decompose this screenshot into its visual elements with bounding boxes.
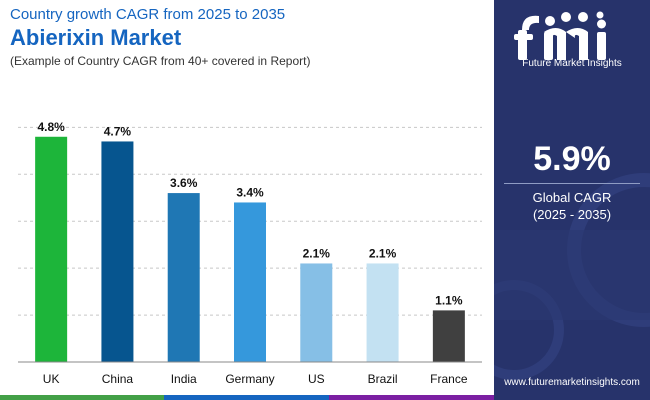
kpi-divider [504,183,640,184]
chart-header: Country growth CAGR from 2025 to 2035 Ab… [10,6,490,69]
chart-subtitle: Country growth CAGR from 2025 to 2035 [10,6,286,23]
bar-brazil [366,263,399,362]
data-label: 3.4% [236,185,264,199]
x-tick-label: India [171,372,197,386]
bar-us [300,263,333,362]
data-label: 2.1% [303,246,331,260]
global-cagr-label: Global CAGR [532,190,612,205]
x-tick-label: Germany [225,372,274,386]
fmi-logo [514,11,606,60]
strip-segment [164,395,329,400]
website-link[interactable]: www.futuremarketinsights.com [504,377,640,388]
bar-india [167,193,200,362]
data-label: 3.6% [170,176,198,190]
brand-name: Future Market Insights [522,58,622,69]
bar-chart: 4.8% UK 4.7% China 3.6% India 3.4% Germany 2.1% U… [18,120,482,386]
x-tick-label: France [430,372,468,386]
data-label: 2.1% [369,246,397,260]
bar-uk [35,136,68,362]
x-tick-label: Brazil [368,372,398,386]
global-cagr-value: 5.9% [533,140,611,178]
strip-segment [329,395,494,400]
side-panel: Future Market Insights 5.9% Global CAGR … [494,0,650,400]
global-cagr-period: (2025 - 2035) [532,207,612,222]
data-label: 1.1% [435,293,463,307]
bar-france [432,310,465,362]
chart-title: Abierixin Market [10,25,182,50]
x-tick-label: US [308,372,325,386]
background-pattern [494,173,650,380]
x-tick-label: UK [43,372,60,386]
data-label: 4.7% [104,124,132,138]
bar-china [101,141,134,362]
data-label: 4.8% [37,120,65,134]
bar-germany [234,202,266,362]
strip-segment [0,395,164,400]
bottom-color-strip [0,395,494,400]
x-tick-label: China [102,372,134,386]
chart-note: (Example of Country CAGR from 40+ covere… [10,54,311,68]
